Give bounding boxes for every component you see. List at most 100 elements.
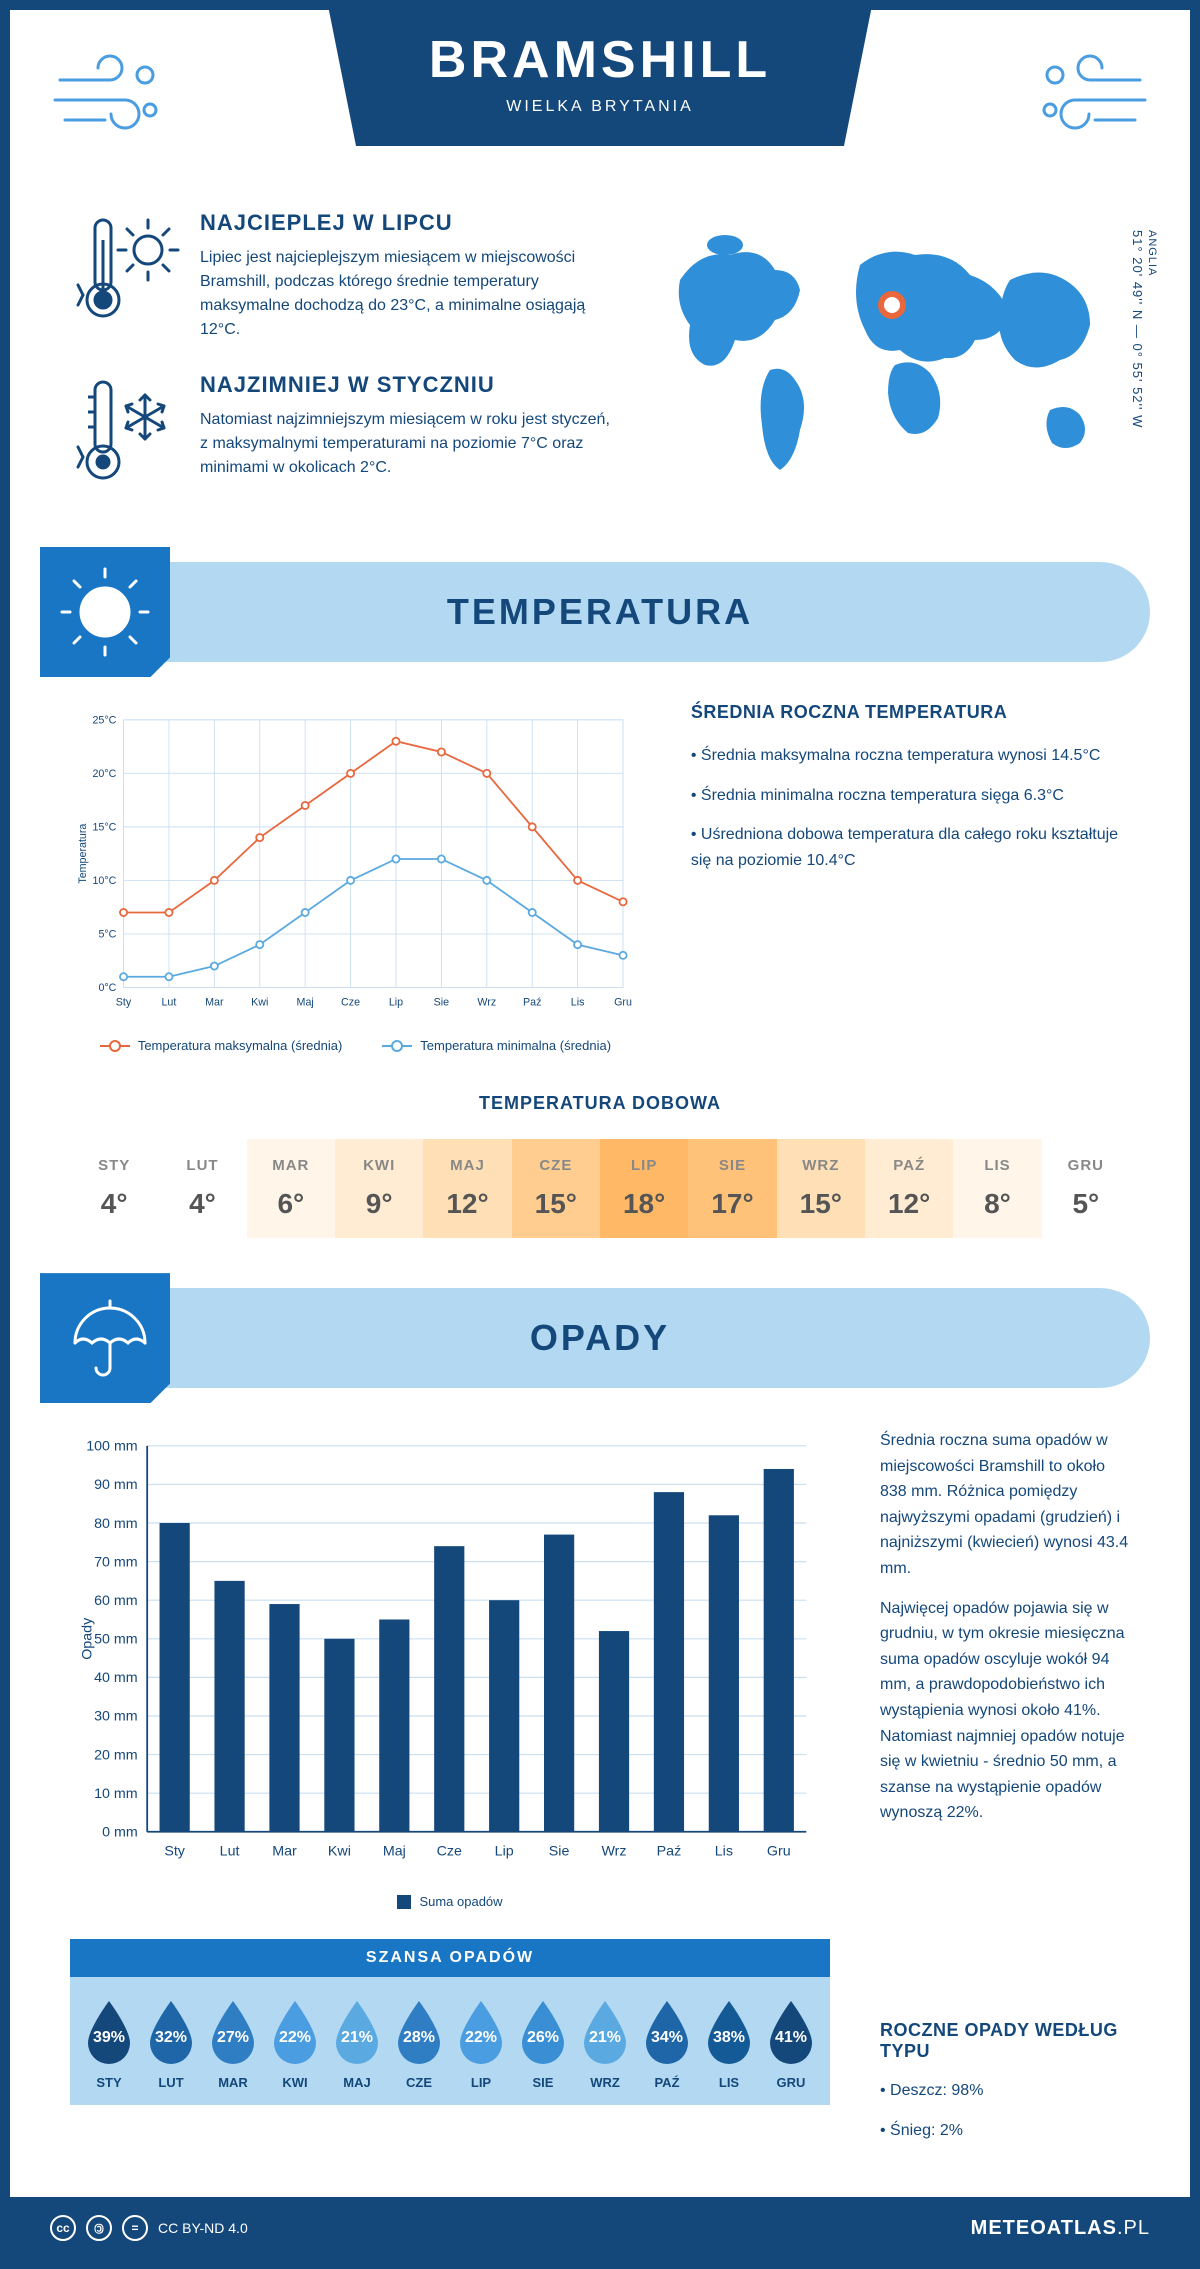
svg-text:Temperatura: Temperatura (77, 824, 89, 884)
daily-temp-cell: STY4° (70, 1139, 158, 1238)
thermometer-sun-icon (70, 210, 180, 342)
rain-chance-cell: 22%LIP (452, 1997, 510, 2090)
rain-chance-cell: 32%LUT (142, 1997, 200, 2090)
temperature-section-header: TEMPERATURA (50, 562, 1150, 662)
svg-text:Kwi: Kwi (251, 996, 268, 1008)
rain-text-2: Najwięcej opadów pojawia się w grudniu, … (880, 1596, 1130, 1826)
svg-text:Lip: Lip (495, 1844, 514, 1860)
warmest-title: NAJCIEPLEJ W LIPCU (200, 210, 610, 236)
location-title: BRAMSHILL (429, 30, 771, 90)
svg-text:Gru: Gru (767, 1844, 791, 1860)
svg-text:Lut: Lut (162, 996, 177, 1008)
svg-text:Kwi: Kwi (328, 1844, 351, 1860)
temperature-averages: ŚREDNIA ROCZNA TEMPERATURA • Średnia mak… (691, 702, 1130, 1053)
daily-temp-cell: SIE17° (688, 1139, 776, 1238)
svg-text:Gru: Gru (614, 996, 632, 1008)
rain-chance-cell: 34%PAŹ (638, 1997, 696, 2090)
svg-text:Cze: Cze (437, 1844, 462, 1860)
avg-temp-title: ŚREDNIA ROCZNA TEMPERATURA (691, 702, 1130, 723)
legend-item: Temperatura minimalna (średnia) (382, 1038, 611, 1053)
rain-chance-cell: 21%MAJ (328, 1997, 386, 2090)
precipitation-title: OPADY (530, 1317, 670, 1359)
precipitation-section-header: OPADY (50, 1288, 1150, 1388)
coordinates: ANGLIA 51° 20' 49'' N — 0° 55' 52'' W (1130, 230, 1160, 428)
svg-text:25°C: 25°C (92, 714, 116, 726)
svg-text:40 mm: 40 mm (94, 1670, 138, 1686)
svg-text:0 mm: 0 mm (102, 1825, 138, 1841)
svg-text:Maj: Maj (383, 1844, 406, 1860)
svg-text:5°C: 5°C (98, 928, 116, 940)
coldest-text: Natomiast najzimniejszym miesiącem w rok… (200, 408, 610, 480)
svg-text:Lip: Lip (389, 996, 403, 1008)
svg-text:10 mm: 10 mm (94, 1786, 138, 1802)
license-text: CC BY-ND 4.0 (158, 2220, 248, 2236)
page-container: BRAMSHILL WIELKA BRYTANIA NAJCIEPLEJ W L… (0, 0, 1200, 2269)
svg-text:90 mm: 90 mm (94, 1477, 138, 1493)
rain-by-type-title: ROCZNE OPADY WEDŁUG TYPU (880, 2020, 1130, 2062)
daily-temp-cell: WRZ15° (777, 1139, 865, 1238)
svg-text:15°C: 15°C (92, 821, 116, 833)
svg-text:Wrz: Wrz (477, 996, 496, 1008)
temperature-legend: Temperatura maksymalna (średnia)Temperat… (70, 1038, 641, 1053)
svg-text:Wrz: Wrz (601, 1844, 626, 1860)
daily-temp-cell: MAR6° (247, 1139, 335, 1238)
rain-text-1: Średnia roczna suma opadów w miejscowośc… (880, 1428, 1130, 1582)
svg-text:Mar: Mar (272, 1844, 297, 1860)
rain-chance-cell: 28%CZE (390, 1997, 448, 2090)
license-block: cc 🄯 = CC BY-ND 4.0 (50, 2215, 248, 2241)
svg-text:60 mm: 60 mm (94, 1593, 138, 1609)
coldest-title: NAJZIMNIEJ W STYCZNIU (200, 372, 610, 398)
svg-text:0°C: 0°C (98, 982, 116, 994)
precipitation-text: Średnia roczna suma opadów w miejscowośc… (880, 1428, 1130, 2157)
svg-text:Maj: Maj (297, 996, 314, 1008)
rain-chance-cell: 26%SIE (514, 1997, 572, 2090)
daily-temp-cell: LIS8° (953, 1139, 1041, 1238)
title-banner: BRAMSHILL WIELKA BRYTANIA (329, 10, 871, 146)
svg-text:Paź: Paź (657, 1844, 682, 1860)
precipitation-chart-row: 0 mm10 mm20 mm30 mm40 mm50 mm60 mm70 mm8… (10, 1428, 1190, 2197)
daily-temp-cell: LUT4° (158, 1139, 246, 1238)
svg-text:80 mm: 80 mm (94, 1516, 138, 1532)
wind-icon (1030, 50, 1150, 154)
avg-temp-bullet: • Średnia maksymalna roczna temperatura … (691, 743, 1130, 769)
svg-text:Sty: Sty (164, 1844, 185, 1860)
daily-temp-cell: MAJ12° (423, 1139, 511, 1238)
sun-icon (40, 547, 170, 677)
svg-text:Sty: Sty (116, 996, 132, 1008)
daily-temperature: TEMPERATURA DOBOWA STY4°LUT4°MAR6°KWI9°M… (10, 1093, 1190, 1288)
precipitation-legend: Suma opadów (70, 1894, 830, 1909)
svg-text:Opady: Opady (79, 1617, 95, 1660)
temperature-chart: 0°C5°C10°C15°C20°C25°CStyLutMarKwiMajCze… (70, 702, 641, 1053)
wind-icon (50, 50, 170, 154)
cc-icon: cc (50, 2215, 76, 2241)
svg-text:Paź: Paź (523, 996, 541, 1008)
footer: cc 🄯 = CC BY-ND 4.0 METEOATLAS.PL (10, 2197, 1190, 2259)
svg-text:10°C: 10°C (92, 875, 116, 887)
daily-temp-title: TEMPERATURA DOBOWA (70, 1093, 1130, 1114)
rain-chance-cell: 27%MAR (204, 1997, 262, 2090)
svg-text:Lis: Lis (571, 996, 585, 1008)
svg-text:30 mm: 30 mm (94, 1709, 138, 1725)
header: BRAMSHILL WIELKA BRYTANIA (10, 10, 1190, 190)
rain-chance-cell: 22%KWI (266, 1997, 324, 2090)
rain-type-bullet: • Deszcz: 98% (880, 2078, 1130, 2104)
daily-temp-cell: LIP18° (600, 1139, 688, 1238)
intro-text-column: NAJCIEPLEJ W LIPCU Lipiec jest najcieple… (70, 210, 610, 522)
region-label: ANGLIA (1146, 230, 1158, 276)
by-icon: 🄯 (86, 2215, 112, 2241)
warmest-block: NAJCIEPLEJ W LIPCU Lipiec jest najcieple… (70, 210, 610, 342)
rain-chance-cell: 21%WRZ (576, 1997, 634, 2090)
avg-temp-bullet: • Uśredniona dobowa temperatura dla całe… (691, 822, 1130, 873)
temperature-chart-row: 0°C5°C10°C15°C20°C25°CStyLutMarKwiMajCze… (10, 702, 1190, 1093)
svg-text:50 mm: 50 mm (94, 1632, 138, 1648)
svg-text:20°C: 20°C (92, 768, 116, 780)
warmest-text: Lipiec jest najcieplejszym miesiącem w m… (200, 246, 610, 342)
rain-chance-title: SZANSA OPADÓW (70, 1939, 830, 1977)
daily-temp-cell: GRU5° (1042, 1139, 1130, 1238)
svg-text:Lut: Lut (220, 1844, 240, 1860)
precipitation-chart: 0 mm10 mm20 mm30 mm40 mm50 mm60 mm70 mm8… (70, 1428, 830, 2157)
rain-chance-cell: 38%LIS (700, 1997, 758, 2090)
daily-temp-cell: KWI9° (335, 1139, 423, 1238)
coldest-block: NAJZIMNIEJ W STYCZNIU Natomiast najzimni… (70, 372, 610, 492)
avg-temp-bullet: • Średnia minimalna roczna temperatura s… (691, 783, 1130, 809)
